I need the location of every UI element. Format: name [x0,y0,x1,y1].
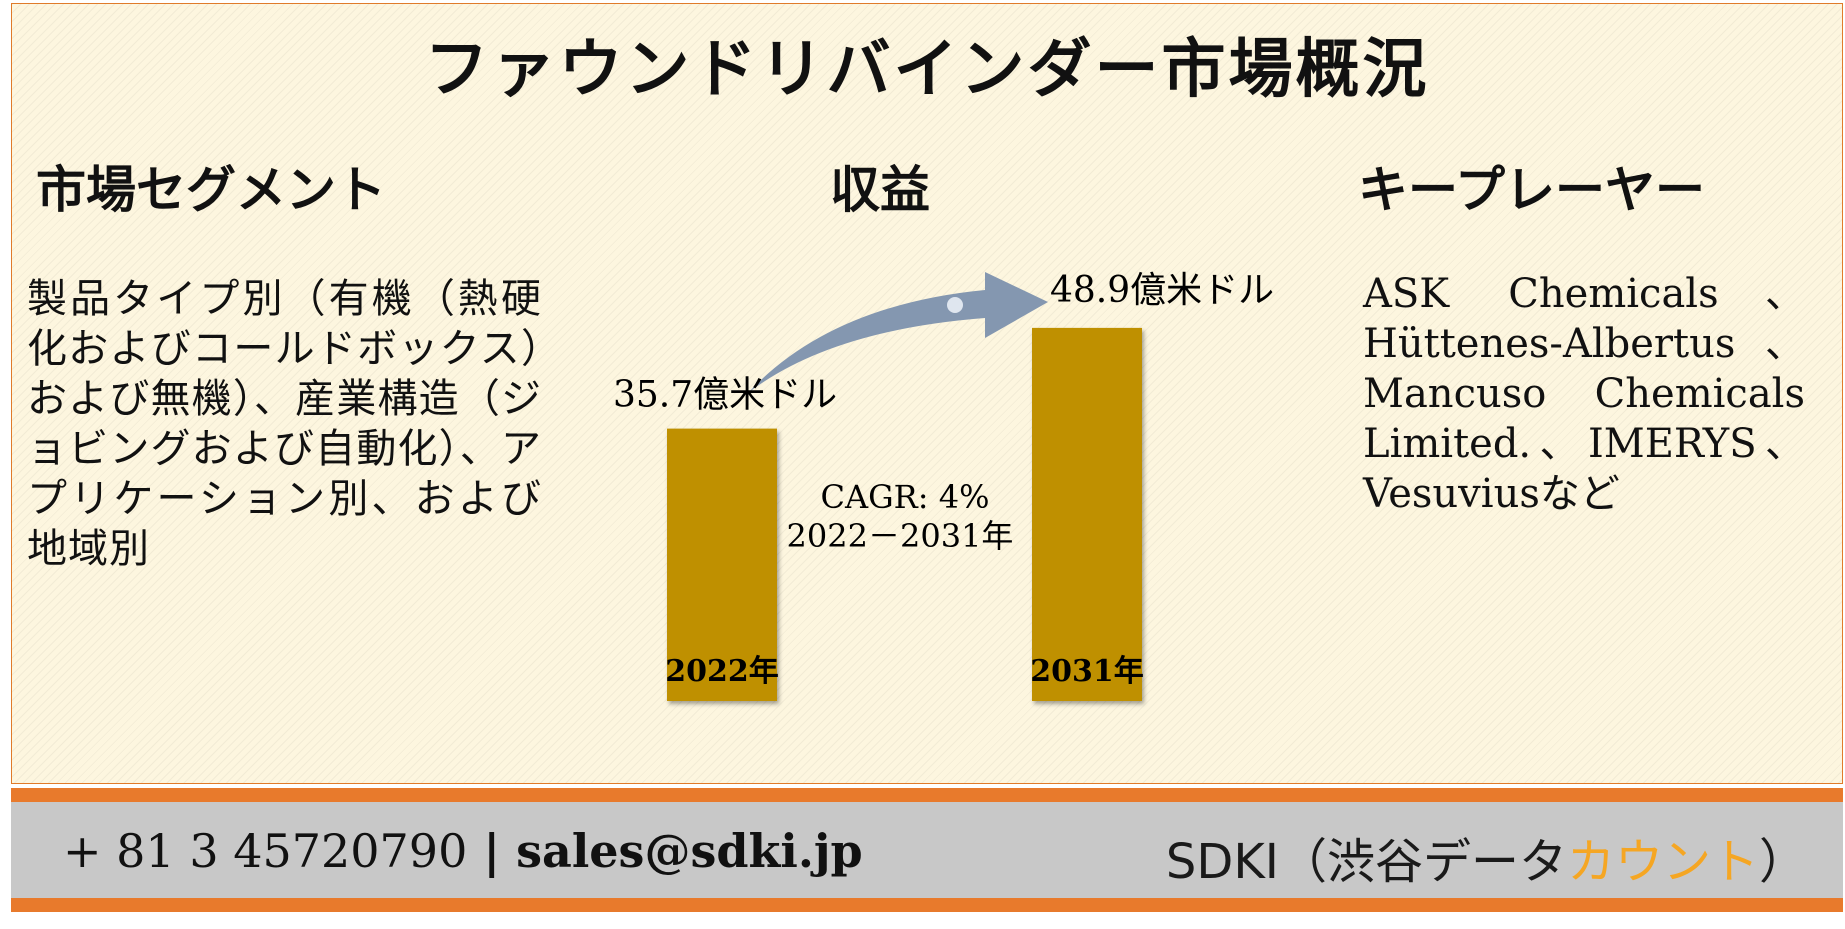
key-players-list: ASK Chemicals、Hüttenes-Albertus、Mancuso … [1363,271,1805,517]
bar-category-label-0: 2022年 [665,654,779,689]
segments-heading: 市場セグメント [36,160,386,219]
bar-category-label-1: 2031年 [1030,654,1144,689]
revenue-heading: 収益 [830,160,930,219]
bar-value-label-0: 35.7億米ドル [613,375,837,416]
page-title: ファウンドリバインダー市場概況 [424,32,1430,107]
key-players-heading: キープレーヤー [1358,160,1705,219]
cagr-period-label: 2022－2031年 [787,517,1014,555]
contact-info: + 81 3 45720790 | sales@sdki.jp [63,824,863,878]
brand-main: SDKI（渋谷データ [1165,834,1567,890]
phone-number[interactable]: + 81 3 45720790 [63,824,468,878]
contact-separator: | [483,824,501,878]
bar-0 [667,428,777,701]
footer-bar: + 81 3 45720790 | sales@sdki.jp SDKI（渋谷デ… [11,788,1843,912]
segments-description: 製品タイプ別（有機（熱硬化およびコールドボックス）および無機）、産業構造（ジョビ… [27,276,542,572]
brand-close: ） [1758,834,1807,890]
brand-name: SDKI（渋谷データカウント） [1166,822,1807,892]
cagr-label: CAGR: 4% [821,478,990,516]
overview-panel [11,3,1843,784]
brand-accent: カウント [1566,834,1759,890]
arrow-highlight-dot [947,297,963,313]
bar-1 [1032,327,1142,701]
bar-value-label-1: 48.9億米ドル [1050,270,1274,311]
growth-arrow [748,272,1048,393]
email-link[interactable]: sales@sdki.jp [516,824,863,878]
